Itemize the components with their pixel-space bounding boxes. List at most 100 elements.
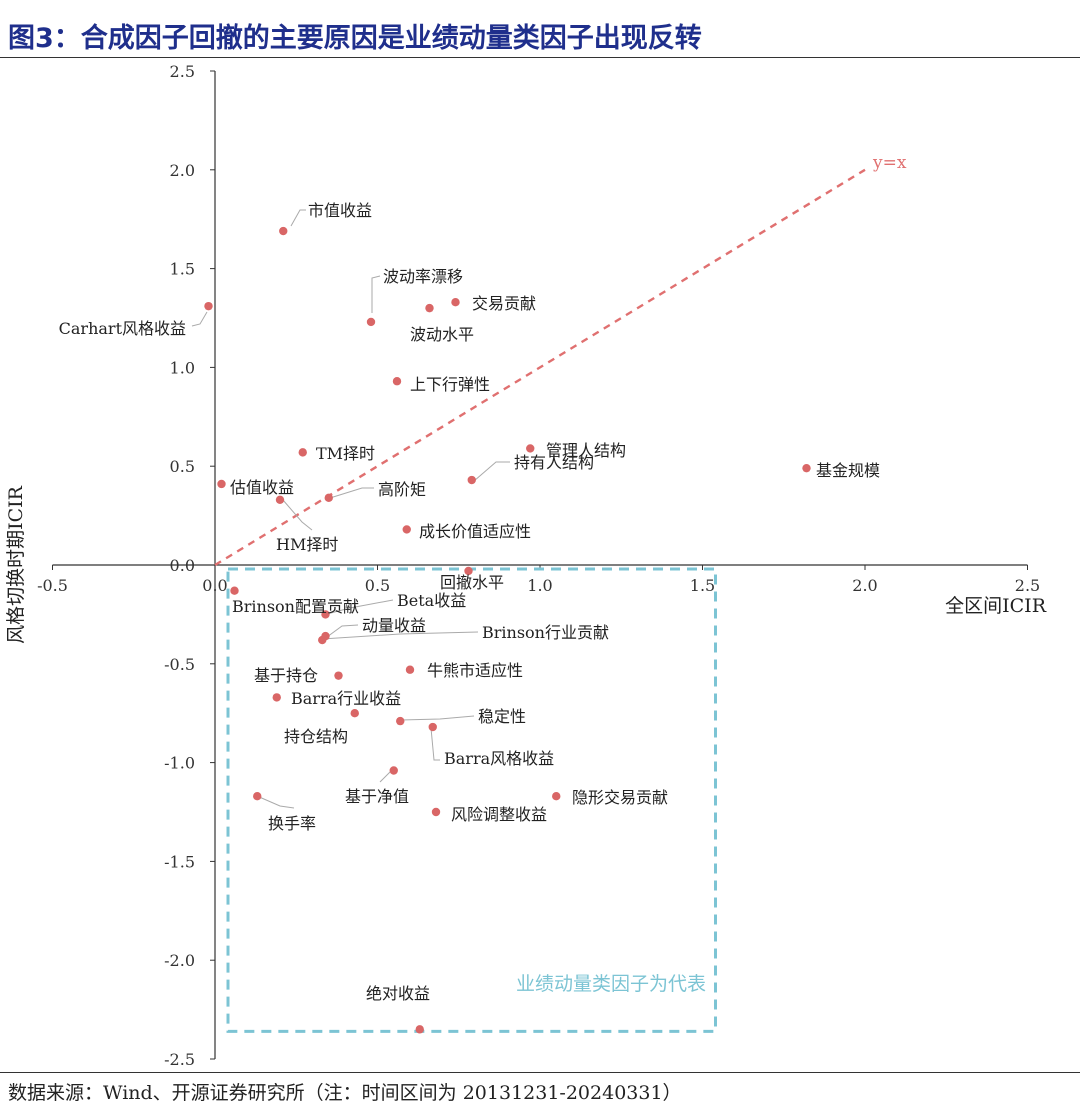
figure-title: 图3：合成因子回撤的主要原因是业绩动量类因子出现反转: [8, 23, 702, 54]
x-tick-label: 2.0: [852, 576, 877, 595]
data-point: [464, 566, 473, 576]
data-point: [350, 709, 359, 718]
leader-line: [191, 311, 208, 327]
point-label: 高阶矩: [378, 480, 426, 499]
leader-line: [473, 461, 510, 482]
x-tick-label: 1.0: [527, 576, 552, 595]
data-point: [204, 301, 213, 311]
leader-lines: [191, 209, 510, 809]
point-label: 动量收益: [362, 616, 426, 635]
footer-divider: [0, 1072, 1080, 1073]
y-tick-label: -2.0: [164, 951, 195, 970]
leader-line: [282, 499, 313, 531]
data-point: [324, 493, 333, 503]
x-tick-label: 0.0: [202, 576, 227, 595]
data-point: [279, 226, 288, 236]
y-tick-label: 2.5: [170, 62, 195, 81]
point-label: 基金规模: [816, 461, 880, 480]
data-point: [392, 377, 402, 386]
point-label: Barra行业收益: [291, 689, 401, 708]
source-note: 数据来源：Wind、开源证券研究所（注：时间区间为 20131231-20240…: [8, 1082, 682, 1104]
y-tick-label: -2.5: [164, 1050, 195, 1069]
point-label: 基于持仓: [254, 666, 318, 685]
leader-line: [326, 599, 394, 615]
point-label: Carhart风格收益: [59, 319, 186, 338]
leader-line: [400, 715, 475, 721]
y-tick-label: 0.0: [170, 556, 195, 575]
data-point: [425, 303, 434, 313]
highlight-box-label: 业绩动量类因子为代表: [516, 973, 706, 995]
data-point: [230, 586, 239, 595]
leader-line: [329, 487, 374, 499]
point-label: 风险调整收益: [451, 805, 547, 824]
data-point: [275, 495, 285, 504]
scatter-chart: -0.5 0.0 0.5 1.0 1.5 2.0 2.5 2.5 2.0 1.5 1.0 0.5 0.0…: [5, 62, 1047, 1069]
y-tick-label: 2.0: [170, 161, 195, 180]
data-point: [802, 463, 811, 473]
data-point: [405, 665, 415, 674]
point-label: 持仓结构: [284, 727, 348, 746]
data-point: [366, 317, 376, 327]
data-point: [396, 716, 405, 726]
point-label: 稳定性: [478, 707, 526, 726]
data-point: [526, 444, 535, 453]
data-point: [415, 1025, 424, 1034]
point-label: 上下行弹性: [410, 375, 490, 394]
point-label: Barra风格收益: [444, 749, 554, 768]
x-tick-label: 2.5: [1015, 576, 1040, 595]
y-tick-label: 1.0: [170, 358, 195, 377]
leader-line: [379, 769, 393, 783]
x-tick-label: 0.5: [365, 576, 390, 595]
point-label: Brinson行业贡献: [482, 623, 609, 642]
leader-line: [290, 209, 306, 227]
point-label: 牛熊市适应性: [427, 661, 523, 680]
data-point: [552, 791, 561, 801]
point-label: 回撤水平: [440, 573, 504, 592]
point-label: 换手率: [268, 814, 316, 833]
y-tick-label: -0.5: [164, 655, 195, 674]
y-tick-label: -1.5: [164, 852, 195, 871]
x-tick-label: -0.5: [37, 576, 68, 595]
point-label: 估值收益: [230, 478, 294, 497]
point-label: Beta收益: [397, 591, 466, 610]
point-label: 波动率漂移: [383, 267, 463, 286]
reference-line-group: y=x: [214, 153, 907, 567]
data-point: [389, 766, 398, 775]
leader-line: [256, 795, 295, 809]
point-label: 成长价值适应性: [419, 522, 531, 541]
y-tick-label: 1.5: [170, 260, 195, 279]
y-tick-label: -1.0: [164, 754, 195, 773]
point-label: HM择时: [276, 535, 338, 554]
leader-line: [321, 631, 479, 640]
y-tick-label: 0.5: [170, 457, 195, 476]
data-point: [318, 635, 327, 645]
point-label: 隐形交易贡献: [572, 788, 668, 807]
y-axis-title: 风格切换时期ICIR: [5, 485, 27, 644]
point-label: 绝对收益: [366, 984, 430, 1003]
point-label: Brinson配置贡献: [232, 597, 359, 616]
point-label: 管理人结构: [546, 441, 626, 460]
leader-line: [430, 727, 440, 761]
point-label: 市值收益: [308, 201, 372, 220]
data-point: [431, 807, 441, 817]
axes: -0.5 0.0 0.5 1.0 1.5 2.0 2.5 2.5 2.0 1.5 1.0 0.5 0.0…: [5, 62, 1047, 1069]
x-axis-title: 全区间ICIR: [945, 595, 1047, 617]
point-label: 持有人结构: [514, 453, 594, 472]
x-tick-label: 1.5: [690, 576, 715, 595]
data-point: [272, 693, 281, 702]
data-point: [402, 525, 411, 534]
reference-line-label: y=x: [872, 153, 907, 173]
data-point: [334, 671, 343, 680]
data-point: [253, 791, 262, 801]
point-label: 交易贡献: [472, 294, 536, 313]
reference-line: [214, 168, 866, 567]
point-label: 基于净值: [345, 787, 409, 806]
leader-line: [326, 624, 359, 638]
point-label: 波动水平: [410, 325, 474, 344]
data-point: [298, 448, 307, 457]
data-point: [321, 610, 330, 619]
data-point: [428, 722, 437, 732]
leader-line: [371, 275, 381, 313]
data-point: [451, 297, 460, 307]
